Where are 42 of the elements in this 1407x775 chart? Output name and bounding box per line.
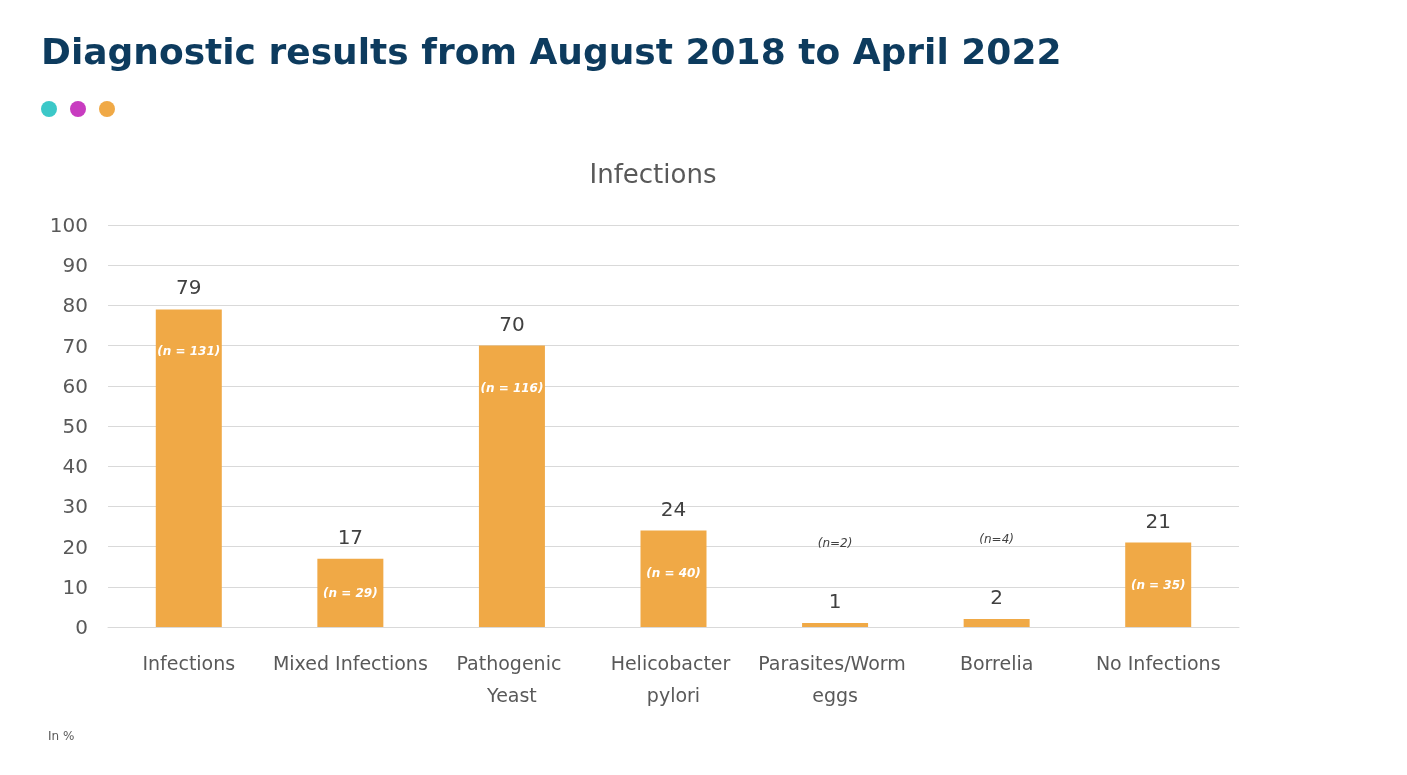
- y-tick-label: 80: [62, 293, 88, 318]
- data-label: 2: [990, 584, 1004, 609]
- y-tick-label: 70: [62, 333, 88, 358]
- y-tick-label: 30: [62, 494, 88, 519]
- data-label: 70: [499, 311, 525, 336]
- data-label: 79: [176, 275, 202, 300]
- y-tick-label: 90: [62, 253, 88, 278]
- x-tick-label: No Infections: [1095, 652, 1221, 674]
- bar: [317, 558, 384, 627]
- data-label: 17: [337, 524, 364, 549]
- annotation: (n = 29): [323, 585, 378, 600]
- y-tick-label: 20: [62, 534, 88, 559]
- y-tick-label: 100: [49, 213, 88, 237]
- bar: [802, 622, 869, 627]
- y-tick-label: 0: [75, 615, 88, 639]
- bar: [963, 618, 1030, 627]
- x-tick-label: Parasites/Worm eggs: [758, 652, 912, 706]
- x-tick-label: Pathogenic Yeast: [456, 652, 568, 706]
- chart-subtitle: Infections: [589, 159, 717, 189]
- x-tick-label: Helicobacter pylori: [610, 652, 737, 706]
- y-tick-label: 40: [62, 454, 88, 479]
- x-tick-label: Infections: [142, 652, 236, 674]
- annotation: (n = 131): [157, 344, 221, 359]
- annotation: (n = 35): [1130, 577, 1186, 592]
- data-label: 21: [1145, 508, 1171, 533]
- x-tick-label: Mixed Infections: [272, 652, 428, 674]
- annotation: (n = 40): [646, 565, 701, 580]
- annotation: (n=2): [817, 535, 853, 550]
- annotation: (n=4): [979, 531, 1014, 546]
- bar: [1125, 542, 1192, 627]
- y-tick-label: 50: [62, 414, 88, 438]
- data-label: 24: [660, 496, 687, 521]
- y-tick-label: 60: [62, 373, 88, 398]
- text: In %: [48, 729, 75, 743]
- bar: [155, 309, 222, 627]
- x-tick-label: Borrelia: [959, 652, 1034, 674]
- y-tick-label: 10: [62, 574, 88, 599]
- annotation: (n = 116): [480, 380, 544, 395]
- bar: [640, 530, 707, 627]
- chart-title: Diagnostic results from August 2018 to April 2022: [41, 30, 1062, 72]
- bar: [478, 345, 545, 627]
- data-label: 1: [828, 588, 842, 613]
